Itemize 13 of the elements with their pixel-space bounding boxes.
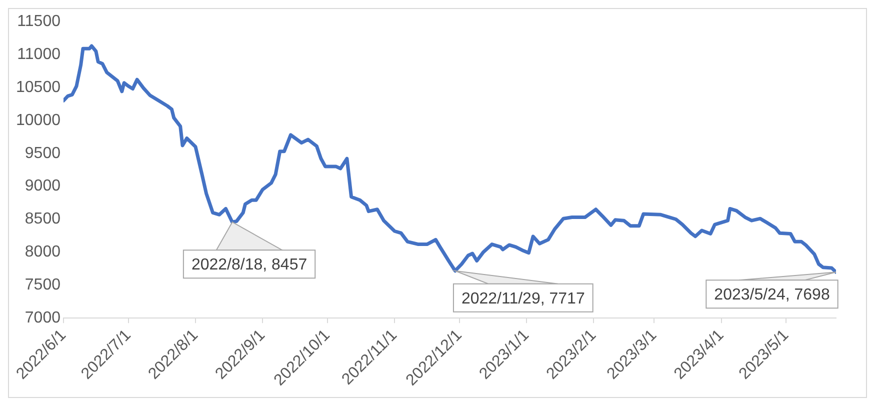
y-tick-label: 9000 — [24, 178, 61, 195]
annotation: 2022/11/29, 7717 — [461, 290, 585, 308]
annotation: 2023/5/24, 7698 — [714, 286, 830, 304]
y-tick-label: 9500 — [24, 144, 61, 162]
y-tick-label: 11000 — [17, 46, 61, 63]
y-tick-label: 10500 — [16, 78, 61, 96]
y-tick-label: 7500 — [24, 276, 61, 294]
y-tick-label: 10000 — [16, 112, 61, 129]
annotation: 2022/8/18, 8457 — [191, 256, 308, 274]
y-tick-label: 8500 — [24, 210, 61, 228]
y-tick-label: 11500 — [17, 13, 61, 30]
y-tick-label: 7000 — [24, 310, 61, 326]
y-tick-label: 8000 — [24, 244, 61, 261]
